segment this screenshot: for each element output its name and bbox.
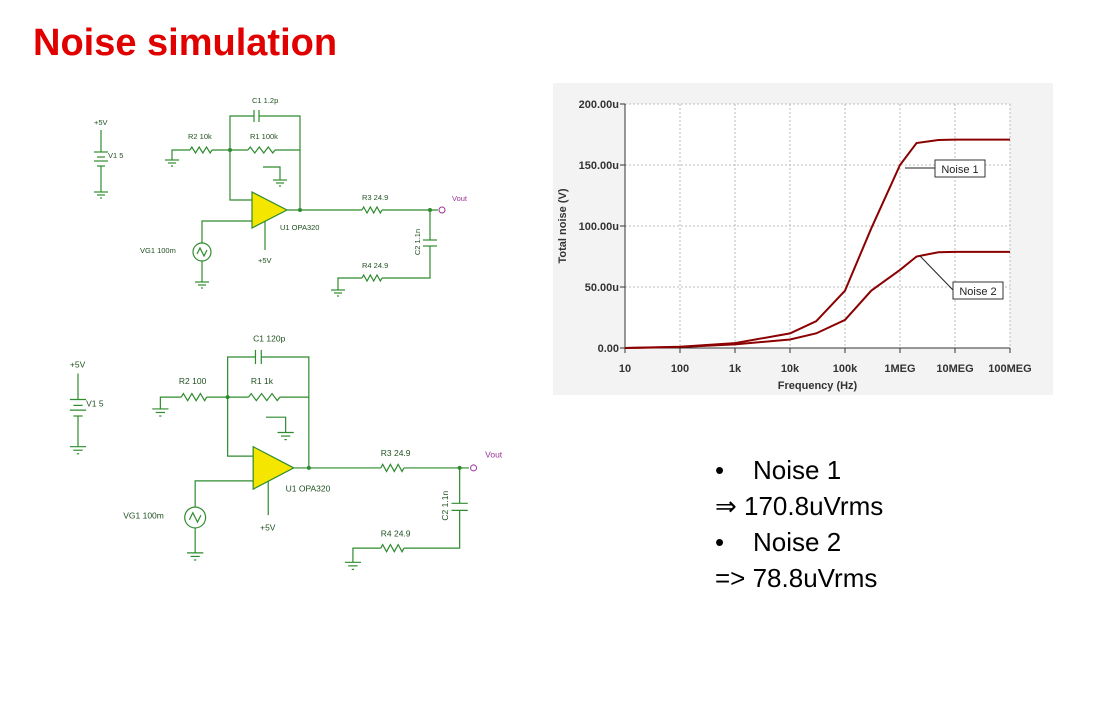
resistor	[247, 146, 276, 154]
wire	[263, 166, 281, 180]
wire	[337, 277, 362, 290]
callout-label: Noise 1	[941, 164, 978, 176]
resistor	[361, 273, 383, 283]
component-label: Vout	[485, 449, 503, 459]
series-line	[624, 138, 1010, 349]
resistor	[180, 392, 208, 402]
component-label: R4 24.9	[381, 528, 411, 538]
component-label: U1 OPA320	[280, 223, 319, 232]
node	[306, 465, 311, 470]
op-amp	[251, 191, 289, 229]
y-tick-label: 200.00u	[579, 99, 619, 111]
component-label: C2 1.1n	[440, 491, 450, 521]
wire	[265, 416, 287, 433]
resistor	[248, 392, 281, 402]
terminal	[438, 206, 446, 214]
callout-box	[952, 281, 1004, 300]
x-tick-label: 10MEG	[936, 363, 973, 375]
component-label: VG1 100m	[140, 246, 176, 255]
component-label: +5V	[94, 118, 108, 127]
callout-arrow	[919, 255, 954, 291]
node	[298, 208, 302, 212]
signal-source	[188, 511, 202, 524]
component-label: C2 1.1n	[413, 229, 422, 255]
series-line	[624, 250, 1010, 349]
component-label: VG1 100m	[123, 511, 164, 521]
wire	[382, 246, 431, 279]
wire	[229, 115, 254, 150]
component-label: R3 24.9	[362, 193, 388, 202]
resistor	[380, 543, 405, 553]
x-axis-label: Frequency (Hz)	[778, 380, 858, 392]
component-label: R3 24.9	[381, 448, 411, 458]
component-label: +5V	[70, 360, 86, 370]
component-label: V1 5	[86, 399, 104, 409]
resistor	[189, 145, 213, 155]
wire	[227, 397, 254, 457]
x-tick-label: 1k	[729, 363, 742, 375]
wire	[259, 115, 301, 210]
terminal	[470, 464, 478, 472]
callout-box	[934, 159, 986, 178]
y-tick-label: 0.00	[598, 343, 619, 355]
component-label: U1 OPA320	[286, 484, 331, 494]
x-tick-label: 1MEG	[884, 363, 915, 375]
wire	[352, 547, 381, 563]
x-tick-label: 100	[671, 363, 689, 375]
component-label: +5V	[258, 256, 272, 265]
node	[225, 395, 230, 400]
wire	[171, 149, 190, 160]
wire	[261, 356, 310, 468]
node	[457, 465, 462, 470]
wire	[403, 510, 461, 549]
resistor	[380, 463, 405, 473]
x-tick-label: 100MEG	[988, 363, 1031, 375]
component-label: Vout	[452, 194, 468, 203]
signal-source	[184, 506, 207, 529]
resistor	[361, 205, 383, 215]
x-tick-label: 10k	[781, 363, 800, 375]
wire	[201, 220, 252, 243]
node	[428, 208, 432, 212]
wire	[227, 356, 256, 398]
component-label: C1 1.2p	[252, 96, 278, 105]
wire	[194, 480, 254, 507]
slide-title: Noise simulation	[33, 22, 338, 64]
component-label: R1 100k	[250, 132, 278, 141]
note: Noise 2	[715, 524, 883, 560]
wire	[229, 150, 252, 201]
note: ⇒ 170.8uVrms	[715, 491, 884, 521]
node	[228, 148, 232, 152]
note: => 78.8uVrms	[715, 563, 878, 593]
x-tick-label: 100k	[833, 363, 858, 375]
wire	[159, 396, 182, 409]
op-amp	[252, 445, 296, 491]
y-axis-label: Total noise (V)	[557, 188, 569, 263]
note: Noise 1	[715, 452, 883, 488]
notes: Noise 1 ⇒ 170.8uVrms Noise 2 => 78.8uVrm…	[715, 452, 883, 596]
component-label: R4 24.9	[362, 261, 388, 270]
component-label: R2 100	[179, 376, 207, 386]
component-label: C1 120p	[253, 334, 285, 344]
y-tick-label: 50.00u	[585, 282, 619, 294]
component-label: R1 1k	[251, 376, 274, 386]
y-tick-label: 150.00u	[579, 160, 619, 172]
callout-label: Noise 2	[959, 286, 996, 298]
component-label: +5V	[260, 522, 276, 532]
y-tick-label: 100.00u	[579, 221, 619, 233]
component-label: R2 10k	[188, 132, 212, 141]
component-label: V1 5	[108, 151, 123, 160]
signal-source	[196, 246, 208, 258]
x-tick-label: 10	[619, 363, 631, 375]
